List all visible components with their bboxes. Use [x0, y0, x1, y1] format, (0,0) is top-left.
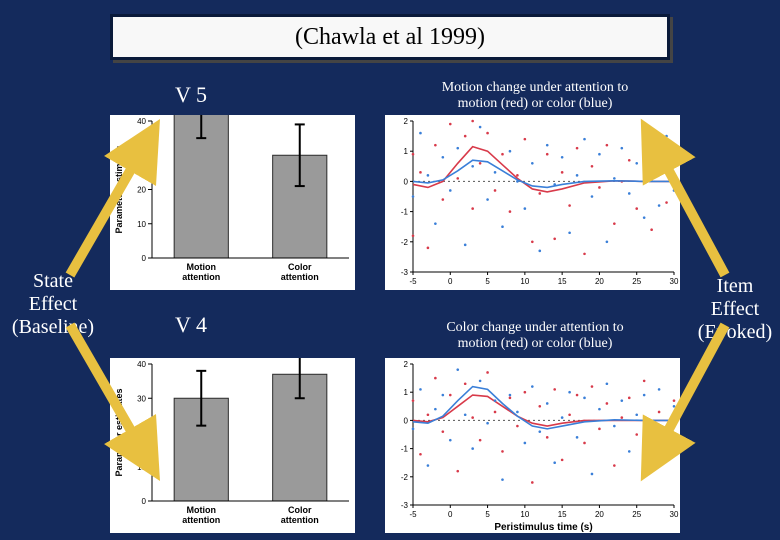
svg-text:30: 30 [670, 510, 679, 519]
svg-text:-2: -2 [401, 238, 409, 247]
region-label-v5-text: V 5 [175, 82, 207, 107]
svg-text:Motion: Motion [187, 262, 217, 272]
svg-text:5: 5 [485, 510, 490, 519]
left-side-label-l3: (Baseline) [12, 316, 94, 338]
svg-text:1: 1 [404, 388, 409, 397]
svg-text:0: 0 [404, 416, 409, 425]
svg-text:20: 20 [137, 186, 146, 195]
svg-text:40: 40 [137, 117, 146, 126]
svg-text:0: 0 [142, 497, 147, 506]
svg-text:-3: -3 [401, 268, 409, 277]
svg-text:0: 0 [448, 277, 453, 286]
svg-text:10: 10 [137, 220, 146, 229]
svg-text:0: 0 [142, 254, 147, 263]
right-side-label: Item Effect (Evoked) [695, 275, 775, 344]
svg-text:attention: attention [182, 272, 220, 282]
svg-text:Color: Color [288, 505, 312, 515]
caption-bottom-l1: Color change under attention to [446, 320, 623, 335]
svg-text:2: 2 [404, 117, 409, 126]
caption-bottom-l2: motion (red) or color (blue) [458, 336, 613, 351]
bar-chart-v4: 010203040MotionattentionColorattentionPa… [110, 358, 355, 533]
svg-text:15: 15 [558, 510, 567, 519]
svg-text:Color: Color [288, 262, 312, 272]
caption-top: Motion change under attention to motion … [400, 80, 670, 112]
svg-text:-5: -5 [409, 510, 417, 519]
svg-text:Parameter estimates: Parameter estimates [114, 388, 124, 476]
svg-text:5: 5 [485, 277, 490, 286]
caption-bottom: Color change under attention to motion (… [400, 320, 670, 352]
right-side-label-l1: Item [717, 275, 754, 297]
caption-top-l2: motion (red) or color (blue) [458, 96, 613, 111]
scatter-chart-v5: -3 -2 -1 0 1 2 -5 0 5 10 15 20 25 30 [385, 115, 680, 290]
svg-text:attention: attention [182, 515, 220, 525]
bar-chart-v5: 010203040MotionattentionColorattentionPa… [110, 115, 355, 290]
svg-text:attention: attention [281, 515, 319, 525]
caption-top-l1: Motion change under attention to [442, 80, 629, 95]
svg-text:25: 25 [632, 510, 641, 519]
svg-text:Peristimulus time (s): Peristimulus time (s) [494, 522, 592, 533]
svg-text:-5: -5 [409, 277, 417, 286]
left-side-label: State Effect (Baseline) [8, 270, 98, 339]
svg-text:30: 30 [137, 394, 146, 403]
svg-text:10: 10 [137, 463, 146, 472]
svg-text:20: 20 [595, 510, 604, 519]
svg-text:10: 10 [520, 277, 529, 286]
svg-text:Motion: Motion [187, 505, 217, 515]
svg-text:-1: -1 [401, 445, 409, 454]
svg-text:-1: -1 [401, 208, 409, 217]
svg-text:30: 30 [670, 277, 679, 286]
svg-text:2: 2 [404, 360, 409, 369]
svg-text:20: 20 [137, 429, 146, 438]
title-text: (Chawla et al 1999) [295, 24, 485, 51]
region-label-v4: V 4 [175, 312, 207, 338]
svg-text:10: 10 [520, 510, 529, 519]
svg-text:Parameter estimates: Parameter estimates [114, 145, 124, 233]
scatter-chart-v4: -3 -2 -1 0 1 2 -5 0 5 10 15 20 25 30 Peristimulus time… [385, 358, 680, 533]
left-side-label-l1: State [33, 270, 73, 292]
svg-text:20: 20 [595, 277, 604, 286]
title-box: (Chawla et al 1999) [110, 14, 670, 60]
svg-text:0: 0 [448, 510, 453, 519]
svg-text:-2: -2 [401, 473, 409, 482]
svg-text:-3: -3 [401, 501, 409, 510]
svg-text:0: 0 [404, 177, 409, 186]
svg-text:attention: attention [281, 272, 319, 282]
svg-text:1: 1 [404, 147, 409, 156]
region-label-v5: V 5 [175, 82, 207, 108]
left-side-label-l2: Effect [29, 293, 78, 315]
svg-text:15: 15 [558, 277, 567, 286]
right-side-label-l2: Effect [711, 298, 760, 320]
svg-text:30: 30 [137, 151, 146, 160]
svg-text:40: 40 [137, 360, 146, 369]
right-side-label-l3: (Evoked) [698, 321, 772, 343]
svg-text:25: 25 [632, 277, 641, 286]
region-label-v4-text: V 4 [175, 312, 207, 337]
